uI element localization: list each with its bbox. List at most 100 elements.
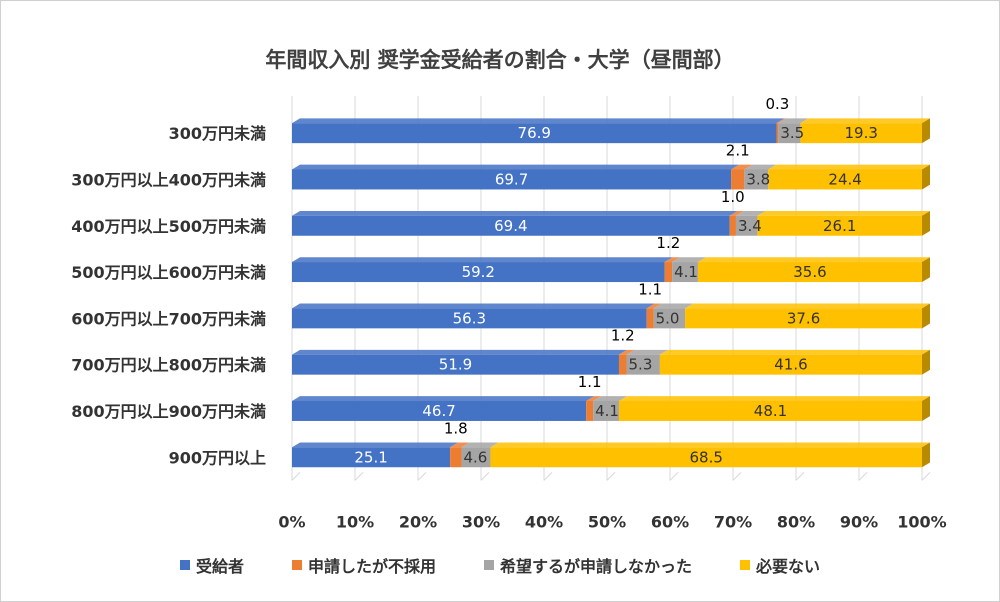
data-label: 51.9 <box>439 356 472 374</box>
legend-item: 受給者 <box>179 553 244 577</box>
legend-label: 申請したが不採用 <box>307 557 436 576</box>
bar-top <box>800 118 930 124</box>
data-label: 2.1 <box>726 141 750 159</box>
data-label: 5.0 <box>656 309 680 327</box>
data-label: 56.3 <box>453 309 486 327</box>
bar <box>292 123 777 144</box>
bar-top <box>292 349 627 355</box>
legend-item: 希望するが申請しなかった <box>484 553 692 577</box>
bar-top <box>672 257 706 263</box>
bar <box>776 123 779 144</box>
bar-top <box>768 164 930 170</box>
gridline-floor <box>669 472 679 481</box>
bar <box>292 354 619 375</box>
bar-top <box>450 442 470 448</box>
category-label: 500万円以上600万円未満 <box>71 263 266 282</box>
category-labels: 300万円未満 300万円以上400万円未満 400万円以上500万円未満 500万円… <box>71 124 266 467</box>
bar <box>664 262 673 283</box>
bar <box>292 169 732 190</box>
legend-item: 申請したが不採用 <box>291 553 436 577</box>
bar-top <box>626 349 668 355</box>
bar-top <box>664 257 681 263</box>
x-tick-label: 30% <box>462 512 500 531</box>
gridlines <box>291 96 931 481</box>
data-label: 59.2 <box>462 263 495 281</box>
legend-item: 必要ない <box>740 553 820 577</box>
bar <box>593 400 619 421</box>
data-label: 1.1 <box>638 280 662 298</box>
bar-top <box>744 164 777 170</box>
legend-label: 必要ない <box>756 557 821 576</box>
bar-top <box>593 396 627 401</box>
bar-top <box>292 210 738 216</box>
bar <box>618 354 627 375</box>
bar <box>586 400 594 421</box>
bar-top <box>292 442 459 448</box>
legend: 受給者 申請したが不採用 希望するが申請しなかった 必要ない <box>0 553 1000 577</box>
data-label: 1.2 <box>611 327 635 345</box>
bar <box>450 447 462 468</box>
bar <box>292 262 665 283</box>
bar <box>731 169 745 190</box>
bar-top <box>776 118 787 124</box>
bar-top <box>729 210 744 216</box>
bar <box>461 447 491 468</box>
bar-side <box>922 303 930 329</box>
legend-label: 希望するが申請しなかった <box>500 557 693 576</box>
data-label: 25.1 <box>354 448 387 466</box>
data-label: 0.3 <box>765 95 789 113</box>
gridline-floor <box>858 472 868 481</box>
bar <box>659 354 922 375</box>
bar-top <box>618 349 635 355</box>
legend-swatch <box>484 560 494 570</box>
x-tick-label: 40% <box>525 512 563 531</box>
data-label: 1.8 <box>444 419 468 437</box>
bar-top <box>292 164 740 170</box>
data-label: 35.6 <box>793 263 826 281</box>
chart-title: 年間収入別 奨学金受給者の割合・大学（昼間部） <box>265 48 735 72</box>
bar <box>735 215 758 236</box>
bar <box>292 308 647 329</box>
bar-top <box>653 303 694 309</box>
bar <box>646 308 654 329</box>
data-label: 46.7 <box>422 402 455 420</box>
bar-side <box>922 349 930 375</box>
x-tick-label: 70% <box>714 512 752 531</box>
x-tick-label: 90% <box>840 512 878 531</box>
category-label: 700万円以上800万円未満 <box>71 356 266 375</box>
bar-top <box>757 210 930 216</box>
bar-top <box>659 349 930 355</box>
bar <box>653 308 686 329</box>
bar-side <box>922 396 930 421</box>
gridline-floor <box>480 472 490 481</box>
bar-top <box>292 257 673 263</box>
gridline-floor <box>543 472 553 481</box>
data-label: 19.3 <box>845 124 878 142</box>
x-tick-label: 10% <box>336 512 374 531</box>
bar-top <box>685 303 930 309</box>
data-label: 37.6 <box>787 309 820 327</box>
legend-swatch <box>179 560 190 570</box>
category-label: 800万円以上900万円未満 <box>71 402 266 421</box>
x-tick-label: 80% <box>777 512 815 531</box>
bar <box>697 262 922 283</box>
gridline-floor <box>417 472 427 481</box>
bar <box>800 123 922 144</box>
category-label: 600万円以上700万円未満 <box>71 309 266 328</box>
bar-side <box>922 257 930 283</box>
bar <box>292 400 587 421</box>
bar-top <box>292 396 595 401</box>
x-tick-label: 100% <box>897 512 946 531</box>
category-label: 300万円以上400万円未満 <box>71 170 266 189</box>
bar <box>672 262 698 283</box>
bar-top <box>461 442 499 448</box>
legend-swatch <box>291 560 302 570</box>
legend-swatch <box>740 560 751 570</box>
data-label: 69.4 <box>494 217 527 235</box>
bar-top <box>490 442 930 448</box>
data-label: 1.2 <box>656 234 680 252</box>
data-label: 3.4 <box>738 217 762 235</box>
data-label: 48.1 <box>754 402 787 420</box>
